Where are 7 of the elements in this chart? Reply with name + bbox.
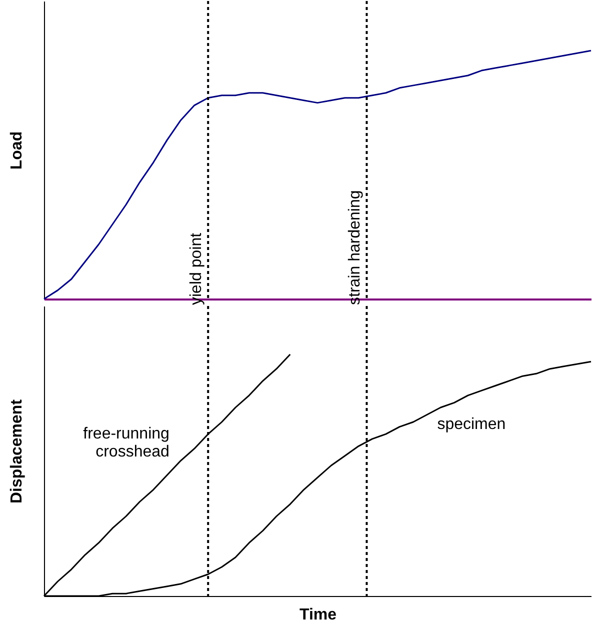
y-axis-title: Displacement <box>8 398 26 504</box>
y-axis-title: Load <box>8 131 26 170</box>
x-axis-title: Time <box>299 606 337 621</box>
annotation: strain hardening <box>346 190 364 305</box>
series-label: specimen <box>437 416 506 433</box>
annotation: yield point <box>188 232 206 305</box>
series-label: free-running crosshead <box>83 426 170 461</box>
